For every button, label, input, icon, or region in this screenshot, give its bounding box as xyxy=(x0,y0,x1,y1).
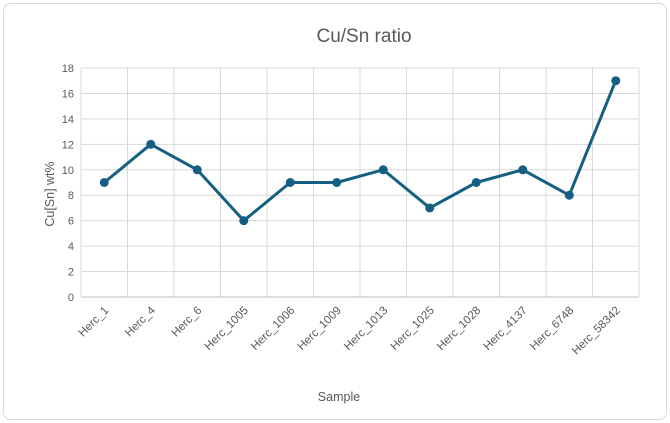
series-line xyxy=(102,79,618,223)
data-point xyxy=(564,190,574,200)
data-point xyxy=(332,178,342,187)
data-point xyxy=(425,203,435,213)
y-tick-label: 16 xyxy=(62,88,74,100)
data-point xyxy=(518,165,528,175)
data-point xyxy=(471,178,481,187)
data-point xyxy=(99,178,109,187)
y-tick-label: 10 xyxy=(62,165,74,177)
y-tick-label: 2 xyxy=(68,267,74,279)
x-tick-label: Herc_1006 xyxy=(249,305,297,353)
x-tick-label: Herc_1 xyxy=(77,305,112,340)
x-tick-label: Herc_1025 xyxy=(389,305,437,353)
x-tick-label: Herc_4 xyxy=(123,304,158,339)
y-tick-label: 12 xyxy=(62,139,74,151)
x-axis-title: Sample xyxy=(317,390,361,404)
x-tick-label: Herc_4137 xyxy=(482,305,530,353)
y-tick-label: 14 xyxy=(62,114,74,126)
y-tick-label: 6 xyxy=(68,216,74,228)
chart-title: Cu/Sn ratio xyxy=(316,26,412,47)
chart-frame: Cu/Sn ratio Cu[Sn] wt% Sample xyxy=(3,3,667,420)
y-tick-label: 4 xyxy=(68,241,74,253)
data-point xyxy=(192,165,202,175)
data-point xyxy=(378,165,388,175)
data-point xyxy=(146,139,156,149)
y-tick-label: 8 xyxy=(68,190,74,202)
x-tick-label: Herc_1009 xyxy=(296,305,344,353)
x-tick-label: Herc_1028 xyxy=(435,305,483,353)
data-point xyxy=(239,216,249,226)
x-tick-label: Herc_1013 xyxy=(342,305,390,353)
x-tick-label: Herc_6748 xyxy=(528,305,576,353)
x-tick-label: Herc_6 xyxy=(170,305,205,340)
x-tick-label: Herc_1005 xyxy=(203,305,251,353)
data-point xyxy=(611,76,621,86)
y-tick-label: 0 xyxy=(68,292,74,304)
x-tick-label: Herc_58342 xyxy=(570,305,623,358)
y-tick-label: 18 xyxy=(62,63,74,75)
data-point xyxy=(285,178,295,187)
